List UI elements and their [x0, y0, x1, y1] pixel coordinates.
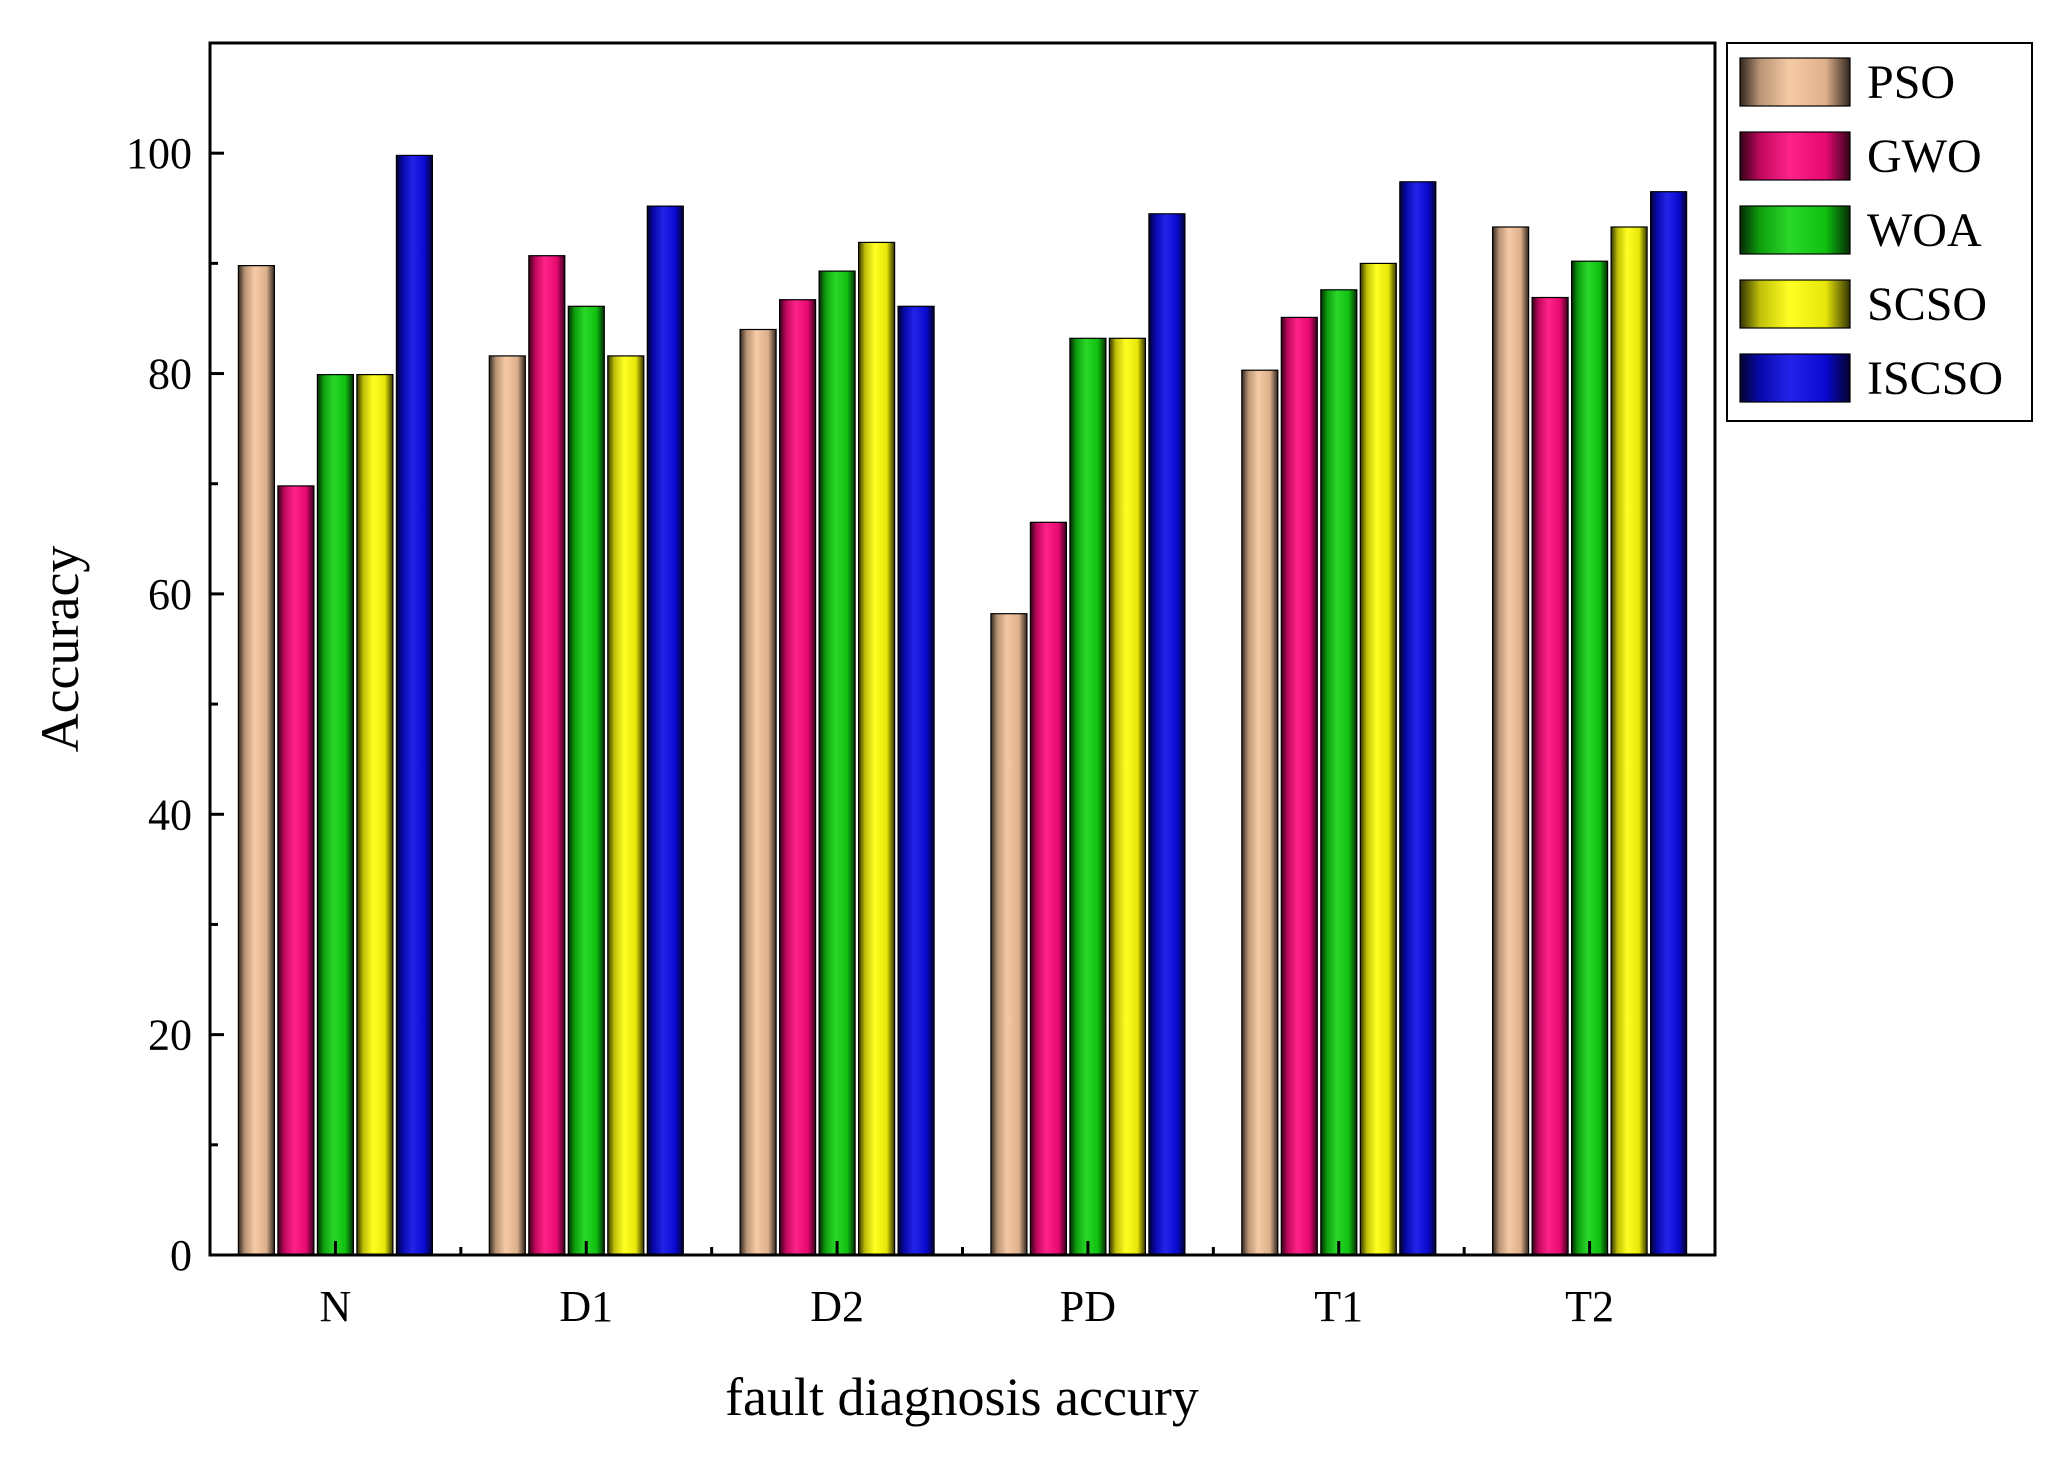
legend-label-pso: PSO [1867, 56, 1955, 109]
x-tick-label: T1 [1314, 1282, 1363, 1331]
bar-iscso-t1 [1399, 181, 1437, 1256]
legend-label-woa: WOA [1867, 204, 1982, 257]
x-axis-label: fault diagnosis accury [725, 1367, 1199, 1427]
bar-scso-pd [1108, 337, 1147, 1256]
bar-gwo-d1 [528, 255, 566, 1256]
bar-pso-d2 [739, 328, 777, 1256]
bar-woa-d1 [567, 305, 605, 1256]
bar-iscso-n [395, 154, 433, 1256]
bar-woa-pd [1069, 337, 1107, 1256]
x-tick-label: N [320, 1282, 352, 1331]
x-tick-label: D2 [810, 1282, 864, 1331]
bar-woa-d2 [818, 270, 856, 1256]
bar-scso-d1 [607, 355, 645, 1256]
bar-woa-t1 [1320, 289, 1358, 1256]
plot-frame [208, 41, 1717, 1257]
legend-label-iscso: ISCSO [1867, 352, 2003, 405]
x-tick-label: T2 [1565, 1282, 1614, 1331]
bar-gwo-n [277, 485, 315, 1256]
legend-swatch-scso [1739, 279, 1851, 329]
bar-pso-n [237, 265, 275, 1256]
bar-scso-d2 [857, 241, 896, 1256]
bar-woa-t2 [1570, 260, 1609, 1256]
legend-label-scso: SCSO [1867, 278, 1987, 331]
bar-iscso-pd [1148, 213, 1186, 1256]
legend-swatch-woa [1739, 205, 1851, 255]
y-tick-label: 20 [148, 1011, 192, 1060]
y-tick-label: 80 [148, 350, 192, 399]
legend-swatch-pso [1739, 57, 1851, 107]
legend-swatch-gwo [1739, 131, 1851, 181]
bar-iscso-t2 [1649, 191, 1688, 1256]
bar-gwo-d2 [778, 299, 817, 1256]
bar-pso-t2 [1491, 226, 1530, 1256]
legend-swatch-iscso [1739, 353, 1851, 403]
bar-pso-t1 [1241, 369, 1279, 1256]
axes-layer: 0 20 40 60 80 100 N D1 D2 PD T1 T2 [126, 129, 1614, 1331]
legend: PSO GWO WOA SCSO ISCSO [1726, 42, 2033, 422]
bar-scso-n [356, 374, 394, 1256]
bar-woa-n [316, 374, 354, 1256]
bars-layer [237, 154, 1688, 1256]
bar-pso-d1 [488, 355, 526, 1256]
bar-gwo-t1 [1280, 316, 1318, 1256]
bar-gwo-t2 [1531, 296, 1569, 1256]
bar-iscso-d1 [646, 205, 684, 1256]
bar-iscso-d2 [897, 305, 935, 1256]
y-tick-label: 100 [126, 129, 192, 178]
bar-gwo-pd [1029, 521, 1068, 1256]
bar-scso-t1 [1359, 262, 1397, 1256]
y-tick-label: 60 [148, 570, 192, 619]
legend-label-gwo: GWO [1867, 130, 1982, 183]
x-tick-label: PD [1060, 1282, 1116, 1331]
bar-pso-pd [990, 613, 1028, 1256]
y-tick-label: 0 [170, 1231, 192, 1280]
y-axis-label: Accuracy [30, 546, 90, 753]
bar-scso-t2 [1610, 226, 1648, 1256]
x-tick-label: D1 [559, 1282, 613, 1331]
y-tick-label: 40 [148, 790, 192, 839]
